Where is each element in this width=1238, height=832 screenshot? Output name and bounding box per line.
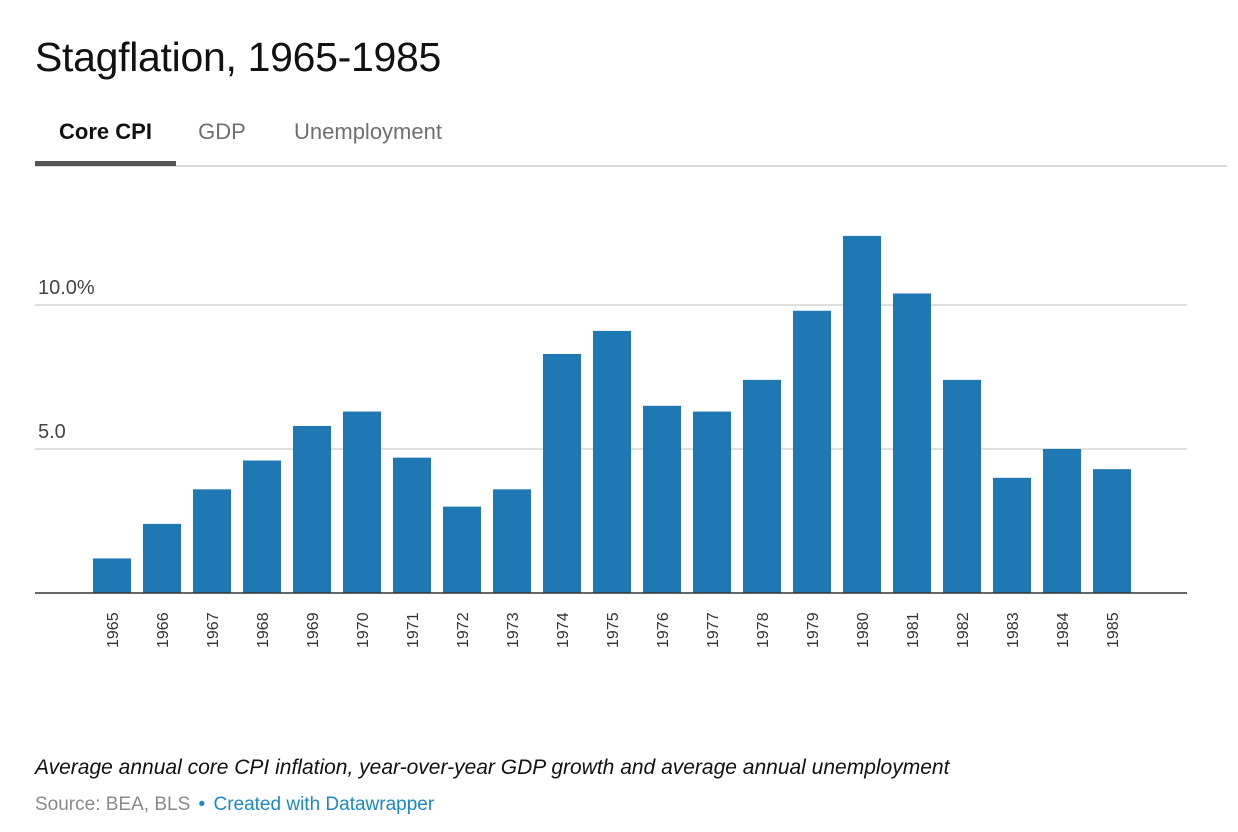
- bar-1977[interactable]: [693, 411, 731, 593]
- x-tick-label: 1965: [105, 612, 122, 648]
- x-tick-label: 1983: [1005, 612, 1022, 648]
- bar-1984[interactable]: [1043, 449, 1081, 593]
- bar-1972[interactable]: [443, 506, 481, 593]
- x-tick-label: 1970: [355, 612, 372, 648]
- y-tick-label: 5.0: [38, 421, 66, 443]
- x-tick-label: 1980: [855, 612, 872, 648]
- tab-gdp[interactable]: GDP: [198, 119, 246, 144]
- chart-title: Stagflation, 1965-1985: [35, 34, 442, 80]
- bar-1982[interactable]: [943, 379, 981, 593]
- separator-dot: •: [198, 794, 206, 815]
- bar-chart: 5.0 10.0% 1965 1966 1967 1968 1969 1970 1971 197…: [35, 235, 1187, 648]
- x-tick-label: 1985: [1105, 612, 1122, 648]
- bars: [93, 235, 1131, 593]
- bar-1985[interactable]: [1093, 469, 1131, 593]
- x-tick-label: 1966: [155, 612, 172, 648]
- bar-1966[interactable]: [143, 523, 181, 593]
- bar-1969[interactable]: [293, 425, 331, 593]
- bar-1965[interactable]: [93, 558, 131, 593]
- source-line: Source: BEA, BLS • Created with Datawrap…: [35, 794, 434, 816]
- bar-1979[interactable]: [793, 310, 831, 593]
- x-tick-label: 1972: [455, 612, 472, 648]
- x-tick-label: 1979: [805, 612, 822, 648]
- bar-1974[interactable]: [543, 353, 581, 593]
- x-tick-label: 1984: [1055, 612, 1072, 648]
- x-tick-label: 1974: [555, 612, 572, 648]
- x-tick-label: 1968: [255, 612, 272, 648]
- x-tick-label: 1981: [905, 612, 922, 648]
- y-tick-label: 10.0%: [38, 277, 95, 299]
- bar-1970[interactable]: [343, 411, 381, 593]
- tab-core-cpi[interactable]: Core CPI: [35, 110, 176, 166]
- bar-1971[interactable]: [393, 457, 431, 593]
- chart-caption: Average annual core CPI inflation, year-…: [35, 756, 950, 779]
- bar-1973[interactable]: [493, 489, 531, 593]
- x-tick-label: 1975: [605, 612, 622, 648]
- bar-1968[interactable]: [243, 460, 281, 593]
- x-tick-label: 1978: [755, 612, 772, 648]
- x-tick-label: 1969: [305, 612, 322, 648]
- x-axis-labels: 1965 1966 1967 1968 1969 1970 1971 1972 1973 1974…: [105, 612, 1122, 648]
- bar-1967[interactable]: [193, 489, 231, 593]
- bar-1975[interactable]: [593, 330, 631, 593]
- tab-unemployment[interactable]: Unemployment: [294, 119, 442, 144]
- x-tick-label: 1976: [655, 612, 672, 648]
- bar-1976[interactable]: [643, 405, 681, 593]
- bar-1981[interactable]: [893, 293, 931, 593]
- x-tick-label: 1967: [205, 612, 222, 648]
- datawrapper-link[interactable]: Created with Datawrapper: [213, 794, 435, 815]
- tab-bar: Core CPI GDP Unemployment: [35, 110, 1227, 167]
- x-tick-label: 1971: [405, 612, 422, 648]
- source-label: Source: BEA, BLS: [35, 794, 191, 815]
- x-tick-label: 1977: [705, 612, 722, 648]
- bar-1978[interactable]: [743, 379, 781, 593]
- y-axis-labels: 5.0 10.0%: [38, 277, 95, 443]
- x-tick-label: 1982: [955, 612, 972, 648]
- x-tick-label: 1973: [505, 612, 522, 648]
- bar-1983[interactable]: [993, 477, 1031, 593]
- bar-1980[interactable]: [843, 235, 881, 593]
